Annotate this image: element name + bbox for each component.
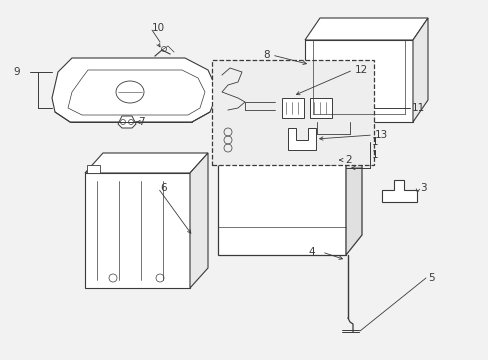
Text: 6: 6 [160,183,166,193]
Polygon shape [292,67,305,104]
Text: 1: 1 [371,150,378,160]
Text: 10: 10 [152,23,165,33]
Text: 12: 12 [354,65,367,75]
Text: 13: 13 [374,130,387,140]
Polygon shape [218,140,361,160]
Polygon shape [85,153,207,173]
Circle shape [327,158,332,162]
Polygon shape [287,128,315,150]
Polygon shape [52,58,218,122]
Polygon shape [381,180,416,202]
Circle shape [246,142,254,150]
Polygon shape [190,153,207,288]
Polygon shape [87,165,100,173]
Text: 7: 7 [138,117,144,127]
Bar [212,60,373,165]
Text: 4: 4 [307,247,314,257]
Polygon shape [412,18,427,122]
Polygon shape [305,18,427,40]
Text: 9: 9 [13,67,20,77]
Bar [309,98,331,118]
Text: 8: 8 [263,50,269,60]
Text: 3: 3 [419,183,426,193]
Bar [218,160,346,255]
Polygon shape [118,116,136,128]
Polygon shape [346,140,361,255]
Text: 2: 2 [345,155,351,165]
Text: 11: 11 [411,103,425,113]
Bar [305,40,412,122]
Bar [85,173,190,288]
Bar [282,98,304,118]
Circle shape [224,142,231,150]
Text: 1: 1 [371,137,378,147]
Text: 5: 5 [427,273,434,283]
